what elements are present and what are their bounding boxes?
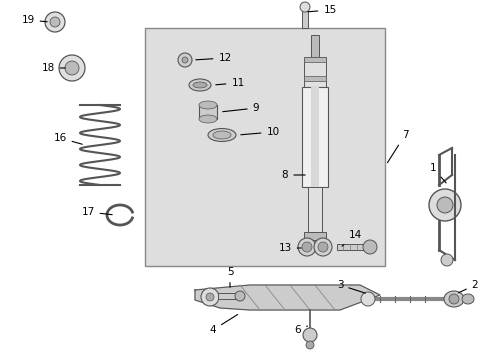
Circle shape — [235, 291, 244, 301]
Text: 9: 9 — [223, 103, 259, 113]
Circle shape — [448, 294, 458, 304]
Bar — [199, 105, 217, 119]
Circle shape — [178, 53, 192, 67]
Circle shape — [360, 292, 374, 306]
Text: 17: 17 — [81, 207, 112, 217]
Text: 8: 8 — [281, 170, 305, 180]
Ellipse shape — [189, 79, 210, 91]
Text: 15: 15 — [307, 5, 336, 15]
Text: 18: 18 — [41, 63, 65, 73]
Ellipse shape — [207, 129, 236, 141]
Circle shape — [428, 189, 460, 221]
Text: 4: 4 — [209, 315, 237, 335]
Ellipse shape — [461, 294, 473, 304]
Circle shape — [305, 341, 313, 349]
Circle shape — [440, 254, 452, 266]
Circle shape — [302, 242, 311, 252]
Bar — [302, 8, 307, 28]
Circle shape — [201, 288, 219, 306]
Ellipse shape — [199, 101, 217, 109]
Circle shape — [182, 57, 187, 63]
Circle shape — [297, 238, 315, 256]
Text: 16: 16 — [53, 133, 82, 144]
Text: 13: 13 — [278, 243, 301, 253]
Bar — [307, 187, 321, 232]
Bar — [145, 28, 384, 266]
Text: 7: 7 — [386, 130, 407, 163]
Text: 1: 1 — [429, 163, 445, 183]
Circle shape — [65, 61, 79, 75]
Polygon shape — [195, 285, 379, 310]
Circle shape — [299, 2, 309, 12]
Ellipse shape — [213, 131, 230, 139]
Bar — [304, 57, 325, 87]
Bar — [336, 244, 366, 250]
Circle shape — [317, 242, 327, 252]
Bar — [302, 87, 327, 187]
Bar — [310, 35, 318, 57]
Bar — [304, 57, 325, 62]
Bar — [218, 293, 240, 299]
Ellipse shape — [443, 291, 463, 307]
Circle shape — [205, 293, 214, 301]
Bar — [304, 232, 325, 240]
Text: 6: 6 — [294, 325, 307, 335]
Text: 12: 12 — [195, 53, 231, 63]
Text: 14: 14 — [342, 230, 361, 246]
Text: 5: 5 — [226, 267, 233, 287]
Circle shape — [50, 17, 60, 27]
Circle shape — [436, 197, 452, 213]
Circle shape — [303, 328, 316, 342]
Circle shape — [362, 240, 376, 254]
Bar — [304, 76, 325, 81]
Bar — [310, 87, 318, 187]
Text: 10: 10 — [240, 127, 279, 137]
Text: 19: 19 — [21, 15, 47, 25]
Circle shape — [59, 55, 85, 81]
Circle shape — [313, 238, 331, 256]
Text: 11: 11 — [215, 78, 244, 88]
Ellipse shape — [199, 115, 217, 123]
Text: 2: 2 — [458, 280, 477, 293]
Circle shape — [45, 12, 65, 32]
Text: 3: 3 — [336, 280, 365, 293]
Ellipse shape — [193, 82, 206, 88]
